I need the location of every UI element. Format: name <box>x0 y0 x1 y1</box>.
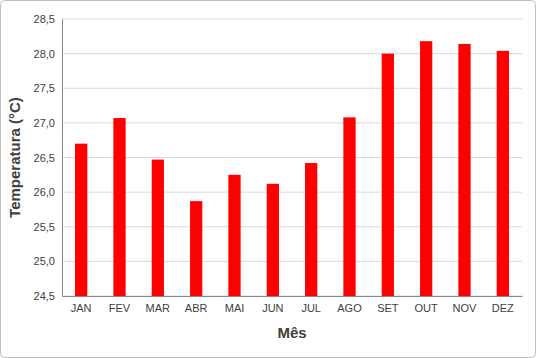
y-tick-label: 28,5 <box>34 13 55 25</box>
x-tick-label: FEV <box>109 302 131 314</box>
x-tick: MAI <box>225 296 245 314</box>
x-tick: FEV <box>109 296 131 314</box>
bar <box>113 118 125 296</box>
x-axis: JAN FEV MAR ABR MAI JUN JUL AGO SET OUT NOV DEZ <box>63 296 523 314</box>
grid-line <box>62 296 522 297</box>
grid-line <box>62 53 522 54</box>
grid-line <box>62 88 522 89</box>
x-tick: NOV <box>453 296 478 314</box>
y-tick: 26,5 <box>34 152 62 164</box>
y-tick: 25,5 <box>34 221 62 233</box>
bar <box>458 44 470 296</box>
grid-line <box>62 157 522 158</box>
grid-line <box>62 192 522 193</box>
x-tick-label: MAR <box>146 302 171 314</box>
y-tick-label: 26,0 <box>34 186 55 198</box>
y-tick-label: 28,0 <box>34 48 55 60</box>
bar <box>75 144 87 296</box>
x-tick-label: SET <box>377 302 399 314</box>
x-tick: AGO <box>337 296 362 314</box>
x-tick: MAR <box>146 296 171 314</box>
y-tick-label: 24,5 <box>34 290 55 302</box>
x-tick-label: NOV <box>453 302 478 314</box>
y-tick: 24,5 <box>34 290 62 302</box>
chart: 24,5 25,0 25,5 26,0 26,5 27,0 27,5 28,0 28,5 JAN F… <box>0 0 536 358</box>
x-tick-label: MAI <box>225 302 245 314</box>
y-tick: 26,0 <box>34 186 62 198</box>
bar <box>382 54 394 296</box>
x-tick: JUL <box>301 296 321 314</box>
x-tick: SET <box>377 296 399 314</box>
grid <box>62 19 522 296</box>
x-tick: DEZ <box>492 296 514 314</box>
x-tick-label: JAN <box>71 302 92 314</box>
x-tick-label: OUT <box>415 302 439 314</box>
y-tick: 28,5 <box>34 13 62 25</box>
x-tick-label: DEZ <box>492 302 514 314</box>
y-tick: 27,5 <box>34 82 62 94</box>
y-axis-title: Temperatura (°C) <box>6 97 23 218</box>
bar <box>228 175 240 296</box>
grid-line <box>62 19 522 20</box>
bar <box>190 201 202 296</box>
grid-line <box>62 226 522 227</box>
y-tick-label: 25,5 <box>34 221 55 233</box>
x-axis-title: Mês <box>277 324 306 341</box>
x-tick: OUT <box>415 296 439 314</box>
plot-area: 24,5 25,0 25,5 26,0 26,5 27,0 27,5 28,0 28,5 JAN F… <box>34 13 523 314</box>
grid-line <box>62 122 522 123</box>
x-axis-line <box>63 296 523 297</box>
x-tick: JUN <box>262 296 283 314</box>
bar <box>497 51 509 296</box>
bar <box>420 41 432 296</box>
y-tick: 25,0 <box>34 255 62 267</box>
y-tick-label: 27,5 <box>34 82 55 94</box>
x-tick-label: AGO <box>337 302 362 314</box>
x-tick-label: JUN <box>262 302 283 314</box>
bar <box>152 160 164 296</box>
x-tick-label: JUL <box>301 302 321 314</box>
y-tick-label: 25,0 <box>34 255 55 267</box>
x-tick-label: ABR <box>185 302 208 314</box>
y-tick-label: 27,0 <box>34 117 55 129</box>
y-axis: 24,5 25,0 25,5 26,0 26,5 27,0 27,5 28,0 28,5 <box>34 13 63 302</box>
grid-line <box>62 261 522 262</box>
y-tick-label: 26,5 <box>34 152 55 164</box>
chart-frame <box>1 1 536 358</box>
bar <box>343 117 355 296</box>
y-tick: 27,0 <box>34 117 62 129</box>
bar <box>305 163 317 296</box>
y-axis-line <box>62 20 63 297</box>
bars <box>75 41 509 296</box>
y-tick: 28,0 <box>34 48 62 60</box>
x-tick: JAN <box>71 296 92 314</box>
bar <box>267 184 279 296</box>
x-tick: ABR <box>185 296 208 314</box>
